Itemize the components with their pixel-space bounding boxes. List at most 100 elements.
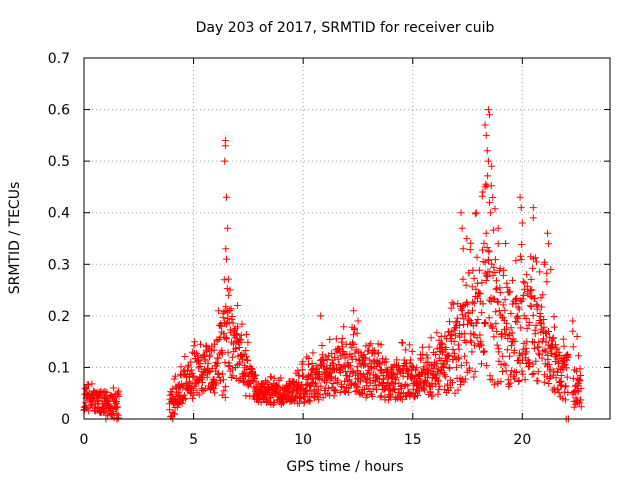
data-point <box>488 324 496 332</box>
data-point <box>204 359 212 367</box>
data-point <box>463 298 471 306</box>
data-point <box>473 319 481 327</box>
data-point <box>458 224 466 232</box>
data-point <box>562 382 570 390</box>
data-point <box>314 364 322 372</box>
data-point <box>366 356 374 364</box>
data-point <box>503 283 511 291</box>
data-point <box>490 333 498 341</box>
data-point <box>506 288 514 296</box>
data-point <box>225 362 233 370</box>
data-point <box>485 256 492 264</box>
data-point <box>544 356 552 364</box>
data-point <box>494 224 502 232</box>
data-point <box>245 378 253 386</box>
data-point <box>454 386 462 394</box>
data-point <box>554 368 561 376</box>
data-point <box>239 355 246 363</box>
data-point <box>459 275 467 283</box>
data-point <box>560 342 568 350</box>
data-point <box>110 393 118 401</box>
data-point <box>181 353 189 360</box>
data-point <box>307 371 315 379</box>
data-point <box>438 340 446 348</box>
data-point <box>398 396 406 404</box>
data-point <box>508 329 516 337</box>
data-point <box>511 337 519 345</box>
data-point <box>361 359 369 367</box>
data-point <box>233 330 241 338</box>
data-point <box>478 192 486 200</box>
data-point <box>95 397 103 405</box>
data-point <box>316 391 324 399</box>
data-point <box>507 310 515 317</box>
data-point <box>386 386 394 394</box>
data-point <box>540 316 548 323</box>
data-point <box>423 366 431 374</box>
data-point <box>529 214 537 222</box>
data-point <box>494 298 502 306</box>
data-point <box>219 370 227 378</box>
data-point <box>523 348 531 356</box>
data-point <box>487 209 495 217</box>
data-point <box>227 374 235 381</box>
data-point <box>339 343 346 351</box>
data-point <box>214 354 222 362</box>
data-point <box>468 348 476 356</box>
data-point <box>503 319 511 327</box>
data-point <box>279 398 287 405</box>
data-point <box>331 354 339 361</box>
data-point <box>351 349 359 357</box>
data-point <box>555 348 563 356</box>
data-point <box>490 381 498 389</box>
data-point <box>322 366 330 374</box>
y-tick-label: 0.5 <box>48 154 70 170</box>
data-point <box>552 374 560 382</box>
data-point <box>320 360 328 368</box>
data-point <box>195 391 203 399</box>
data-point <box>477 341 485 349</box>
data-point <box>492 320 500 328</box>
data-point <box>562 364 570 372</box>
data-point <box>217 377 224 385</box>
data-point <box>399 369 407 377</box>
data-point <box>427 334 435 342</box>
data-point <box>511 375 519 383</box>
data-point <box>576 377 584 385</box>
data-point <box>508 367 516 375</box>
data-point <box>103 397 111 405</box>
data-point <box>549 335 557 343</box>
data-point <box>541 346 549 354</box>
data-point <box>438 364 446 372</box>
data-point <box>499 301 507 309</box>
data-point <box>492 285 500 293</box>
data-point <box>536 312 544 320</box>
y-tick-label: 0.1 <box>48 360 70 376</box>
data-point <box>393 370 401 378</box>
data-point <box>534 377 542 385</box>
data-point <box>513 318 521 326</box>
data-point <box>493 327 501 335</box>
data-point <box>509 300 517 308</box>
data-point <box>421 386 429 394</box>
data-point <box>224 315 232 322</box>
data-point <box>224 349 232 357</box>
data-point <box>570 403 578 411</box>
data-point <box>192 382 200 390</box>
data-point <box>114 389 122 397</box>
data-point <box>365 369 373 377</box>
data-point <box>249 376 257 384</box>
data-point <box>408 347 416 355</box>
data-point <box>472 209 480 217</box>
data-point <box>226 286 234 294</box>
data-point <box>413 386 420 394</box>
data-point <box>328 350 336 357</box>
data-point <box>546 333 554 341</box>
data-point <box>491 269 499 276</box>
data-point <box>484 157 492 165</box>
data-point <box>314 386 322 394</box>
data-point <box>100 407 108 415</box>
data-point <box>486 111 493 119</box>
data-point <box>223 193 230 201</box>
data-point <box>325 391 333 399</box>
